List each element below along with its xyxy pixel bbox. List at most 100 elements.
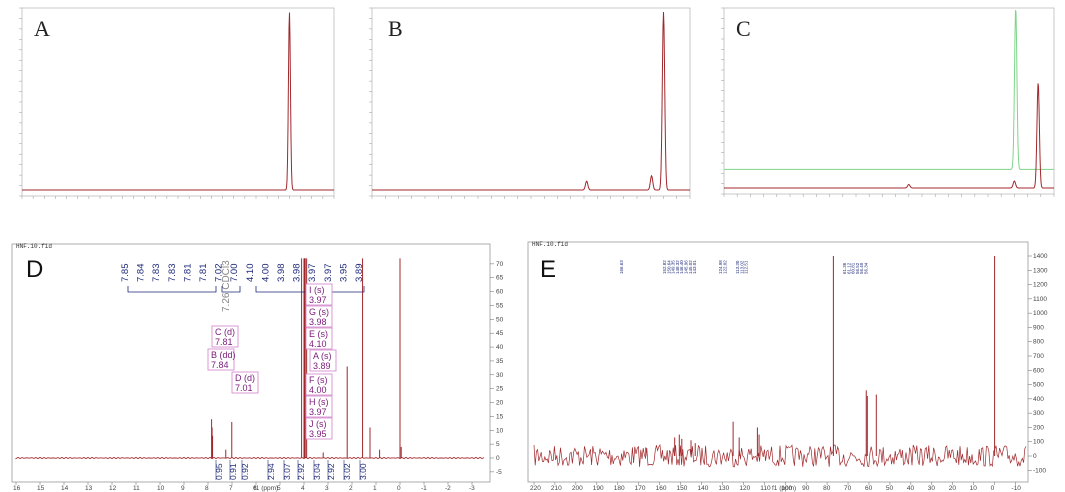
x-tick-label: 160 (656, 485, 667, 492)
c13-shift-label: 124.98 (718, 260, 723, 274)
integral-value: 0.95 (214, 463, 224, 480)
multiplet-shift: 7.01 (235, 383, 253, 393)
panel-letter-d: D (26, 256, 44, 283)
y-tick-label: 50 (496, 316, 504, 323)
shift-label: 3.97 (307, 264, 318, 283)
x-tick-label: 80 (823, 485, 831, 492)
x-tick-label: 1 (373, 485, 377, 492)
chromatogram-trace (22, 12, 334, 191)
multiplet-box (305, 327, 333, 350)
y-tick-label: 55 (496, 302, 504, 309)
plot-frame (11, 243, 491, 483)
x-tick-label: 6 (253, 485, 257, 492)
shift-label: 3.95 (338, 264, 349, 283)
integral-value: 0.91 (228, 463, 238, 480)
plot-frame (371, 7, 691, 197)
h-nmr-spectrum: HNF.10.fid7065605550454035302520151050-5… (11, 243, 504, 492)
c13-nmr-spectrum: HNF.10.fid140013001200110010009008007006… (527, 241, 1048, 492)
shift-label: 3.98 (292, 264, 303, 283)
shift-label: 7.81 (182, 264, 193, 283)
x-tick-label: 120 (739, 485, 750, 492)
y-tick-label: 300 (1033, 410, 1044, 417)
shift-label: 3.97 (323, 264, 334, 283)
y-tick-label: 400 (1033, 396, 1044, 403)
multiplet-shift: 3.97 (309, 295, 327, 305)
c13-shift-label: 61.36 (842, 262, 847, 274)
integral-value: 3.04 (312, 463, 322, 480)
multiplet-name: G (s) (309, 307, 329, 317)
y-tick-label: 20 (496, 400, 504, 407)
multiplet-name: C (d) (215, 327, 235, 337)
x-tick-label: 220 (530, 485, 541, 492)
multiplet-name: E (s) (309, 329, 328, 339)
c13-shift-label: 112.51 (744, 260, 749, 274)
y-tick-label: 0 (496, 455, 500, 462)
x-tick-label: -3 (469, 485, 475, 492)
shift-label: 7.83 (167, 264, 178, 283)
x-tick-label: 15 (37, 485, 45, 492)
c13-shift-label: 145.96 (684, 260, 689, 274)
multiplet-name: A (s) (313, 351, 332, 361)
y-tick-label: 1400 (1033, 253, 1048, 260)
x-tick-label: 170 (635, 485, 646, 492)
integral-value: 2.92 (296, 463, 306, 480)
x-tick-label: 3 (325, 485, 329, 492)
integral-value: 2.92 (326, 463, 336, 480)
chromatogram-b (369, 7, 691, 199)
x-tick-label: 10 (157, 485, 165, 492)
multiplet-shift: 4.00 (309, 385, 327, 395)
multiplet-name: B (dd) (211, 350, 236, 360)
multiplet-box (207, 348, 235, 371)
shift-label: 4.00 (260, 264, 271, 283)
c13-shift-label: 113.30 (735, 260, 740, 274)
panel-letter-c: C (736, 16, 751, 41)
x-tick-label: 14 (61, 485, 69, 492)
x-tick-label: -2 (445, 485, 451, 492)
multiplet-shift: 7.84 (211, 360, 229, 370)
h-nmr-panel-d: HNF.10.fid 70 65 60 55 50 45 40 35 30 25 20 15 10 5 0 -5… (4, 234, 520, 492)
y-tick-label: 1100 (1033, 296, 1047, 303)
chromatogram-trace (372, 11, 690, 191)
c13-shift-label: 56.52 (855, 262, 860, 274)
y-tick-label: 25 (496, 386, 504, 393)
c13-shift-label: 122.02 (722, 260, 727, 274)
solvent-label: 7.26 CDCl3 (221, 260, 232, 312)
x-tick-label: 90 (802, 485, 810, 492)
x-tick-label: 5 (277, 485, 281, 492)
y-tick-label: 45 (496, 330, 504, 337)
file-header: HNF.10.fid (16, 243, 52, 250)
x-tick-label: 210 (551, 485, 562, 492)
x-tick-label: 20 (949, 485, 957, 492)
x-tick-label: 200 (572, 485, 583, 492)
x-tick-label: 9 (181, 485, 185, 492)
shift-label: 3.98 (276, 264, 287, 283)
x-tick-label: 50 (886, 485, 894, 492)
c13-shift-label: 56.40 (859, 262, 864, 274)
integral-value: 0.92 (240, 463, 250, 480)
shift-bracket (127, 286, 241, 293)
x-tick-label: 100 (781, 485, 792, 492)
plot-frame (527, 241, 1029, 483)
y-tick-label: 30 (496, 372, 504, 379)
file-header: HNF.10.fid (532, 241, 568, 248)
chromatogram-trace (724, 10, 1054, 170)
x-tick-label: 70 (844, 485, 852, 492)
multiplet-shift: 7.81 (215, 337, 233, 347)
y-tick-label: 70 (496, 261, 504, 268)
multiplet-box (309, 349, 337, 372)
chromatogram-panel-a: A (4, 4, 342, 208)
x-axis-label: f1 (ppm) (254, 485, 278, 492)
multiplet-name: H (s) (309, 397, 329, 407)
multiplet-box (305, 417, 333, 440)
integral-value: 2.94 (266, 463, 276, 480)
x-tick-label: 13 (85, 485, 93, 492)
y-tick-label: 700 (1033, 353, 1044, 360)
c13-shift-label: 148.32 (675, 260, 680, 274)
x-tick-label: 60 (865, 485, 873, 492)
x-tick-label: -1 (421, 485, 427, 492)
shift-label: 7.02 (214, 264, 225, 283)
panel-letter-a: A (34, 16, 50, 41)
x-tick-label: 11 (133, 485, 140, 492)
y-tick-label: 65 (496, 275, 504, 282)
x-tick-label: 190 (593, 485, 604, 492)
